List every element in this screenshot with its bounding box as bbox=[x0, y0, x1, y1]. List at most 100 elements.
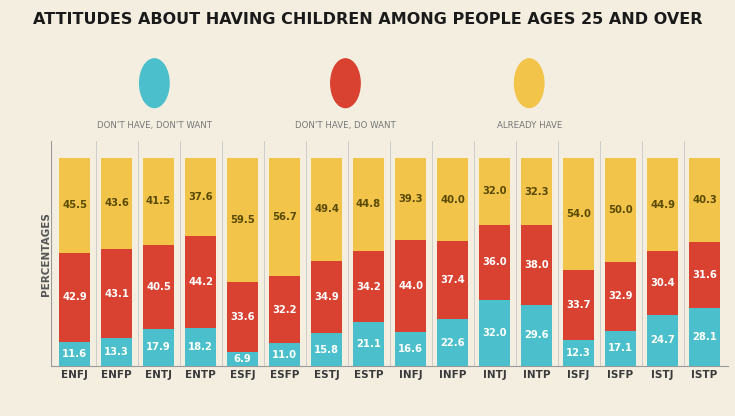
Text: 30.4: 30.4 bbox=[650, 278, 675, 288]
Text: 43.6: 43.6 bbox=[104, 198, 129, 208]
Text: 54.0: 54.0 bbox=[566, 209, 591, 219]
Text: 22.6: 22.6 bbox=[440, 337, 465, 348]
Text: 59.5: 59.5 bbox=[230, 215, 255, 225]
Bar bbox=[354, 158, 384, 251]
Bar bbox=[227, 158, 258, 282]
Ellipse shape bbox=[140, 59, 169, 107]
Bar bbox=[648, 314, 678, 366]
Text: 50.0: 50.0 bbox=[609, 205, 633, 215]
Bar bbox=[606, 330, 636, 366]
Text: 44.2: 44.2 bbox=[188, 277, 213, 287]
Bar bbox=[227, 352, 258, 366]
Bar bbox=[312, 158, 342, 260]
Y-axis label: PERCENTAGES: PERCENTAGES bbox=[41, 212, 51, 296]
Text: 32.3: 32.3 bbox=[524, 187, 549, 197]
Text: 40.0: 40.0 bbox=[440, 195, 465, 205]
Text: DON'T HAVE, DON'T WANT: DON'T HAVE, DON'T WANT bbox=[97, 121, 212, 130]
Text: 31.6: 31.6 bbox=[692, 270, 717, 280]
Text: 49.4: 49.4 bbox=[314, 204, 339, 214]
Text: 44.0: 44.0 bbox=[398, 281, 423, 291]
Ellipse shape bbox=[331, 59, 360, 107]
Text: 13.3: 13.3 bbox=[104, 347, 129, 357]
Text: 21.1: 21.1 bbox=[356, 339, 381, 349]
Text: 37.6: 37.6 bbox=[188, 192, 213, 202]
Text: ALREADY HAVE: ALREADY HAVE bbox=[497, 121, 562, 130]
Text: 32.9: 32.9 bbox=[609, 291, 633, 301]
Text: 44.8: 44.8 bbox=[356, 199, 381, 210]
Text: 43.1: 43.1 bbox=[104, 289, 129, 299]
Bar bbox=[312, 333, 342, 366]
Bar bbox=[437, 319, 467, 366]
Bar bbox=[606, 262, 636, 330]
Ellipse shape bbox=[514, 59, 544, 107]
Text: 29.6: 29.6 bbox=[524, 330, 549, 340]
Text: 32.0: 32.0 bbox=[482, 328, 507, 338]
Text: 28.1: 28.1 bbox=[692, 332, 717, 342]
Bar bbox=[354, 322, 384, 366]
Text: 33.7: 33.7 bbox=[566, 300, 591, 310]
Text: 18.2: 18.2 bbox=[188, 342, 213, 352]
Bar bbox=[479, 225, 509, 300]
Bar bbox=[479, 300, 509, 366]
Bar bbox=[185, 328, 215, 366]
Bar bbox=[227, 282, 258, 352]
Text: 16.6: 16.6 bbox=[398, 344, 423, 354]
Bar bbox=[564, 270, 594, 340]
Bar bbox=[312, 260, 342, 333]
Bar bbox=[521, 158, 552, 225]
Bar bbox=[143, 158, 173, 245]
Bar bbox=[521, 305, 552, 366]
Text: 32.0: 32.0 bbox=[482, 186, 507, 196]
Text: 44.9: 44.9 bbox=[650, 200, 675, 210]
Text: 36.0: 36.0 bbox=[482, 257, 507, 267]
Bar bbox=[689, 308, 720, 366]
Text: 39.3: 39.3 bbox=[398, 194, 423, 204]
Bar bbox=[606, 158, 636, 262]
Text: 32.2: 32.2 bbox=[272, 305, 297, 315]
Bar bbox=[143, 245, 173, 329]
Text: 34.9: 34.9 bbox=[314, 292, 339, 302]
Text: 24.7: 24.7 bbox=[650, 335, 675, 345]
Text: 11.6: 11.6 bbox=[62, 349, 87, 359]
Bar bbox=[395, 332, 426, 366]
Text: 38.0: 38.0 bbox=[524, 260, 549, 270]
Text: 17.1: 17.1 bbox=[608, 343, 633, 353]
Text: 56.7: 56.7 bbox=[272, 212, 297, 222]
Bar bbox=[564, 158, 594, 270]
Bar bbox=[354, 251, 384, 322]
Text: 12.3: 12.3 bbox=[566, 348, 591, 358]
Bar bbox=[185, 236, 215, 328]
Bar bbox=[648, 158, 678, 251]
Text: 45.5: 45.5 bbox=[62, 201, 87, 210]
Bar bbox=[60, 158, 90, 253]
Text: 17.9: 17.9 bbox=[146, 342, 171, 352]
Text: 42.9: 42.9 bbox=[62, 292, 87, 302]
Bar bbox=[689, 242, 720, 308]
Text: 34.2: 34.2 bbox=[356, 282, 381, 292]
Text: 40.3: 40.3 bbox=[692, 195, 717, 205]
Text: 41.5: 41.5 bbox=[146, 196, 171, 206]
Text: 11.0: 11.0 bbox=[272, 349, 297, 360]
Text: 6.9: 6.9 bbox=[234, 354, 251, 364]
Text: 37.4: 37.4 bbox=[440, 275, 465, 285]
Bar bbox=[437, 158, 467, 241]
Bar bbox=[479, 158, 509, 225]
Bar bbox=[395, 240, 426, 332]
Bar bbox=[185, 158, 215, 236]
Bar bbox=[101, 158, 132, 249]
Text: 40.5: 40.5 bbox=[146, 282, 171, 292]
Text: ATTITUDES ABOUT HAVING CHILDREN AMONG PEOPLE AGES 25 AND OVER: ATTITUDES ABOUT HAVING CHILDREN AMONG PE… bbox=[33, 12, 702, 27]
Bar bbox=[395, 158, 426, 240]
Bar bbox=[270, 158, 300, 276]
Bar bbox=[437, 241, 467, 319]
Text: DON'T HAVE, DO WANT: DON'T HAVE, DO WANT bbox=[295, 121, 396, 130]
Bar bbox=[101, 339, 132, 366]
Text: 15.8: 15.8 bbox=[314, 344, 339, 355]
Bar bbox=[101, 249, 132, 339]
Bar bbox=[60, 342, 90, 366]
Bar bbox=[270, 343, 300, 366]
Bar bbox=[648, 251, 678, 314]
Bar bbox=[689, 158, 720, 242]
Bar bbox=[564, 340, 594, 366]
Bar bbox=[521, 225, 552, 305]
